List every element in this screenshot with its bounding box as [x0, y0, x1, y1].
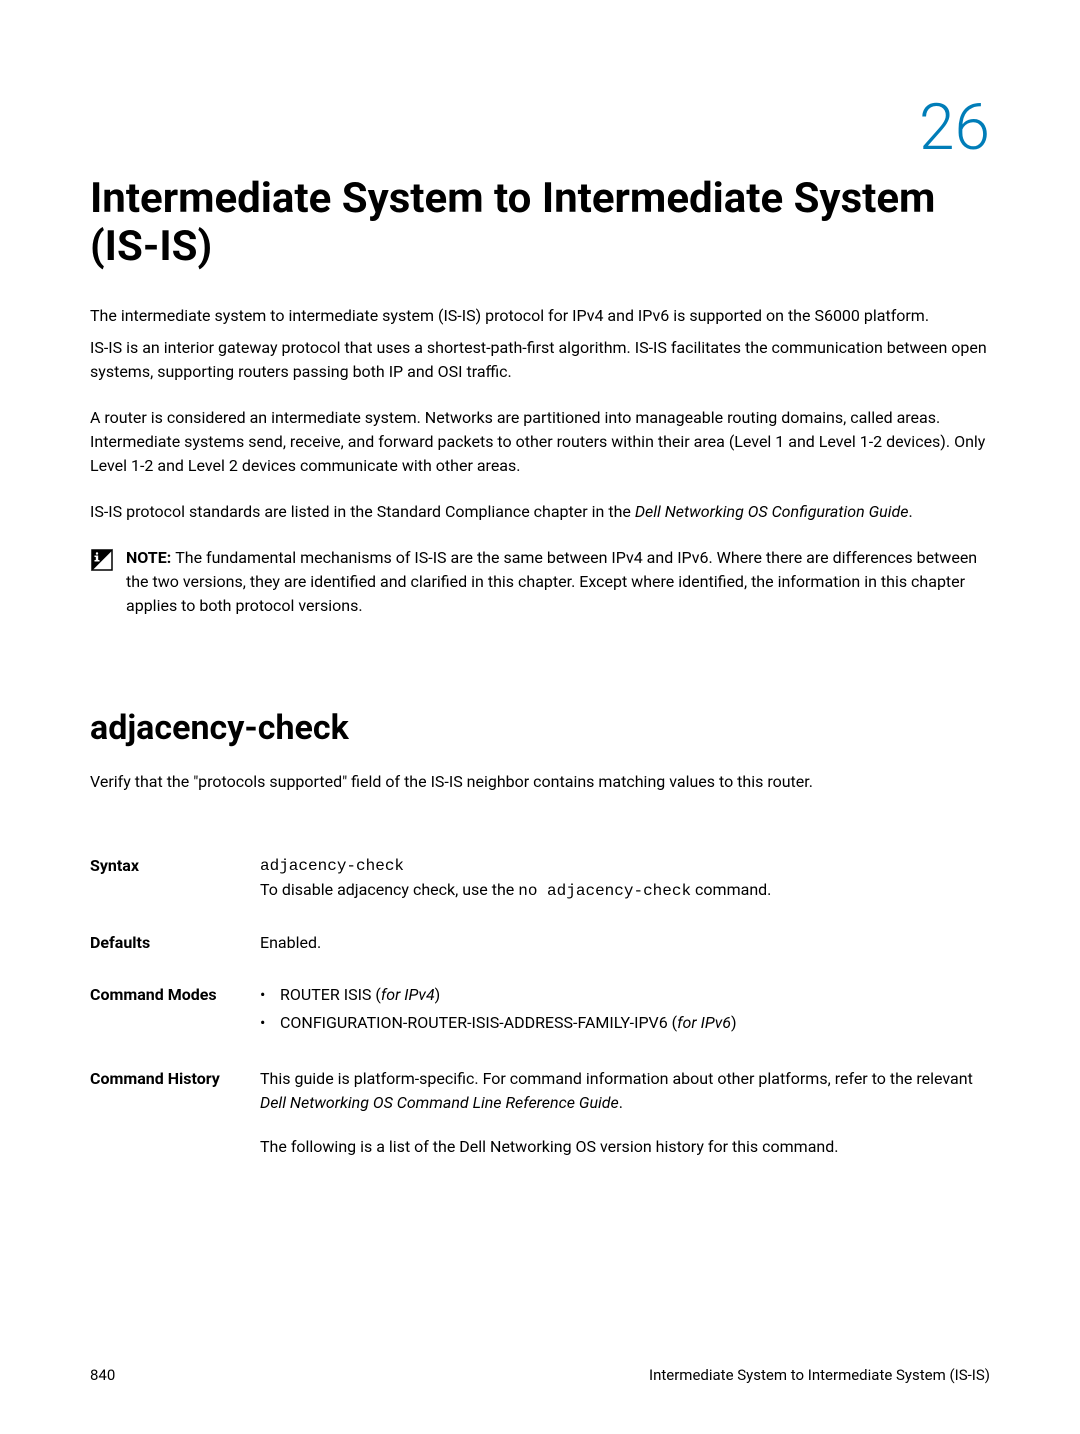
body-paragraph-1: A router is considered an intermediate s…	[90, 406, 990, 478]
modes-value: ROUTER ISIS (for IPv4) CONFIGURATION-ROU…	[260, 983, 737, 1039]
syntax-desc-post: command.	[691, 880, 771, 899]
page-footer: 840 Intermediate System to Intermediate …	[90, 1366, 990, 1384]
para2-post: .	[908, 502, 912, 521]
syntax-command: adjacency-check	[260, 854, 771, 878]
chapter-title: Intermediate System to Intermediate Syst…	[90, 175, 990, 272]
section-desc: Verify that the "protocols supported" fi…	[90, 770, 990, 794]
syntax-value: adjacency-check To disable adjacency che…	[260, 854, 771, 903]
intro-paragraph-2: IS-IS is an interior gateway protocol th…	[90, 336, 990, 384]
syntax-desc: To disable adjacency check, use the no a…	[260, 878, 771, 903]
note-text: NOTE: The fundamental mechanisms of IS-I…	[126, 546, 990, 618]
modes-row: Command Modes ROUTER ISIS (for IPv4) CON…	[90, 983, 990, 1039]
history-label: Command History	[90, 1067, 260, 1091]
syntax-desc-mono: no adjacency-check	[518, 882, 691, 900]
footer-chapter-title: Intermediate System to Intermediate Syst…	[649, 1366, 990, 1384]
modes-item2-post: )	[731, 1013, 737, 1032]
section-title: adjacency-check	[90, 708, 990, 748]
syntax-desc-pre: To disable adjacency check, use the	[260, 880, 518, 899]
body-paragraph-2: IS-IS protocol standards are listed in t…	[90, 500, 990, 524]
modes-item1-pre: ROUTER ISIS (	[280, 985, 381, 1004]
note-label: NOTE:	[126, 548, 175, 567]
modes-label: Command Modes	[90, 983, 260, 1007]
syntax-row: Syntax adjacency-check To disable adjace…	[90, 854, 990, 903]
history-para1-italic: Dell Networking OS Command Line Referenc…	[260, 1093, 619, 1112]
modes-item1-italic: for IPv4	[381, 985, 435, 1004]
para2-pre: IS-IS protocol standards are listed in t…	[90, 502, 635, 521]
modes-item-2: CONFIGURATION-ROUTER-ISIS-ADDRESS-FAMILY…	[260, 1011, 737, 1035]
para2-italic: Dell Networking OS Configuration Guide	[635, 502, 909, 521]
syntax-label: Syntax	[90, 854, 260, 878]
defaults-label: Defaults	[90, 931, 260, 955]
modes-item2-italic: for IPv6	[677, 1013, 731, 1032]
modes-item2-pre: CONFIGURATION-ROUTER-ISIS-ADDRESS-FAMILY…	[280, 1013, 677, 1032]
defaults-row: Defaults Enabled.	[90, 931, 990, 955]
history-value: This guide is platform-specific. For com…	[260, 1067, 990, 1159]
modes-list: ROUTER ISIS (for IPv4) CONFIGURATION-ROU…	[260, 983, 737, 1035]
note-icon	[90, 548, 114, 572]
modes-item1-post: )	[435, 985, 441, 1004]
history-para1-post: .	[619, 1093, 623, 1112]
defaults-value: Enabled.	[260, 931, 321, 955]
note-body: The fundamental mechanisms of IS-IS are …	[126, 548, 977, 615]
history-para1: This guide is platform-specific. For com…	[260, 1067, 990, 1115]
chapter-number: 26	[90, 90, 990, 165]
intro-paragraph-1: The intermediate system to intermediate …	[90, 304, 990, 328]
note-block: NOTE: The fundamental mechanisms of IS-I…	[90, 546, 990, 618]
footer-page-number: 840	[90, 1366, 115, 1384]
modes-item-1: ROUTER ISIS (for IPv4)	[260, 983, 737, 1007]
history-para1-pre: This guide is platform-specific. For com…	[260, 1069, 973, 1088]
history-para2: The following is a list of the Dell Netw…	[260, 1135, 990, 1159]
history-row: Command History This guide is platform-s…	[90, 1067, 990, 1159]
